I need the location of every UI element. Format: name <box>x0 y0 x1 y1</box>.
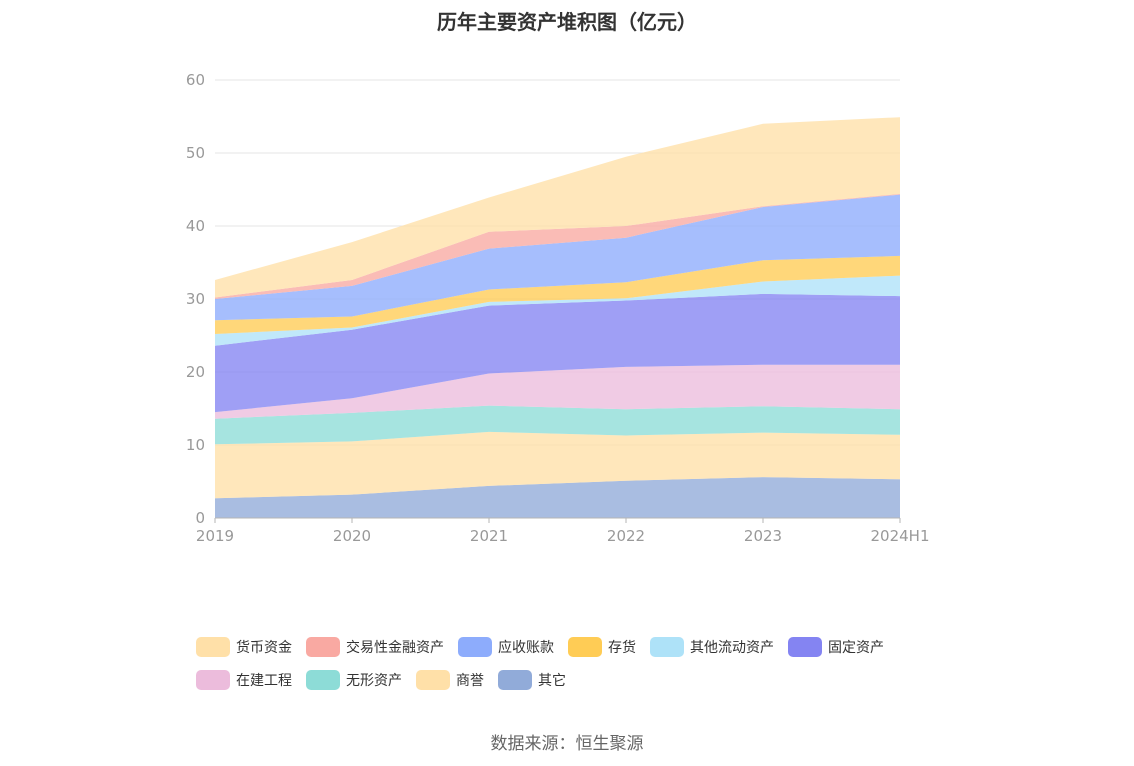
legend-item[interactable]: 无形资产 <box>306 669 402 690</box>
legend-row: 货币资金 交易性金融资产 应收账款 存货 其他流动资产 固定资产 <box>196 630 976 663</box>
area-series-group <box>215 117 900 518</box>
legend-label: 应收账款 <box>498 639 554 656</box>
area-series-1 <box>215 431 900 499</box>
x-axis <box>214 517 901 523</box>
legend-item[interactable]: 存货 <box>568 636 636 657</box>
legend-item[interactable]: 交易性金融资产 <box>306 636 444 657</box>
legend-swatch <box>196 636 230 657</box>
legend-item[interactable]: 商誉 <box>416 669 484 690</box>
x-tick-label: 2019 <box>196 527 234 545</box>
x-tick-label: 2021 <box>470 527 508 545</box>
legend-swatch <box>498 669 532 690</box>
y-tick-label: 20 <box>186 363 205 381</box>
y-tick-label: 60 <box>186 71 205 89</box>
y-axis-tick-labels: 0 10 20 30 40 50 60 <box>186 71 205 527</box>
legend-row: 在建工程 无形资产 商誉 其它 <box>196 663 976 696</box>
legend-label: 其它 <box>538 672 566 689</box>
legend-label: 存货 <box>608 639 636 656</box>
y-tick-label: 0 <box>195 509 205 527</box>
legend-swatch <box>650 636 684 657</box>
y-tick-label: 10 <box>186 436 205 454</box>
legend-label: 固定资产 <box>828 639 884 656</box>
legend-label: 交易性金融资产 <box>346 639 444 656</box>
legend-item[interactable]: 固定资产 <box>788 636 884 657</box>
area-series-0 <box>215 477 900 518</box>
data-source-note: 数据来源：恒生聚源 <box>490 734 644 754</box>
legend-swatch <box>196 669 230 690</box>
area-series-5 <box>215 275 900 346</box>
legend-swatch <box>416 669 450 690</box>
legend-swatch <box>568 636 602 657</box>
legend-swatch <box>306 636 340 657</box>
area-series-9 <box>215 117 900 298</box>
legend-item[interactable]: 其它 <box>498 669 566 690</box>
x-tick-label: 2020 <box>333 527 371 545</box>
y-tick-label: 30 <box>186 290 205 308</box>
legend-item[interactable]: 货币资金 <box>196 636 292 657</box>
area-series-4 <box>215 293 900 413</box>
legend-swatch <box>306 669 340 690</box>
legend-label: 商誉 <box>456 672 484 689</box>
legend-swatch <box>788 636 822 657</box>
area-series-7 <box>215 194 900 321</box>
x-tick-label: 2022 <box>607 527 645 545</box>
y-tick-label: 40 <box>186 217 205 235</box>
x-tick-label: 2024H1 <box>871 527 930 545</box>
legend-label: 无形资产 <box>346 672 402 689</box>
x-axis-tick-labels: 2019 2020 2021 2022 2023 2024H1 <box>196 527 930 545</box>
area-series-8 <box>215 193 900 299</box>
legend-label: 在建工程 <box>236 672 292 689</box>
area-series-3 <box>215 364 900 419</box>
y-tick-label: 50 <box>186 144 205 162</box>
legend: 货币资金 交易性金融资产 应收账款 存货 其他流动资产 固定资产 在建工程 无形资产 商誉 其它 <box>196 630 976 696</box>
legend-item[interactable]: 在建工程 <box>196 669 292 690</box>
legend-label: 货币资金 <box>236 639 292 656</box>
chart-title: 历年主要资产堆积图（亿元） <box>437 10 697 34</box>
legend-label: 其他流动资产 <box>690 639 774 656</box>
area-series-2 <box>215 405 900 445</box>
legend-swatch <box>458 636 492 657</box>
legend-item[interactable]: 其他流动资产 <box>650 636 774 657</box>
area-series-6 <box>215 255 900 334</box>
legend-item[interactable]: 应收账款 <box>458 636 554 657</box>
x-tick-label: 2023 <box>744 527 782 545</box>
